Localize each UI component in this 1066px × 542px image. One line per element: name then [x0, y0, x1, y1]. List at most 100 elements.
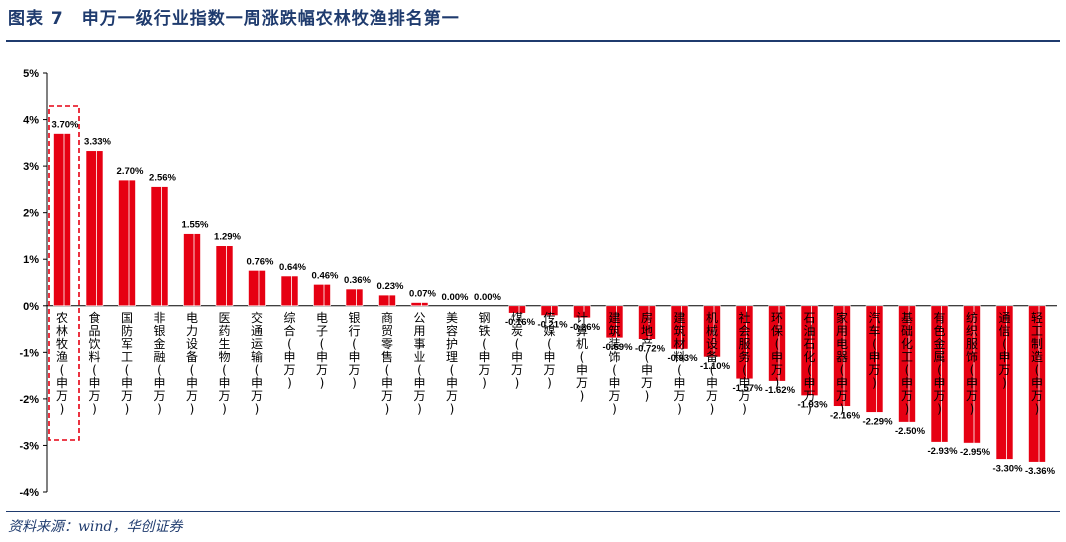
data-label: 1.55% — [182, 220, 209, 231]
category-label: 轻工制造(申万) — [1031, 311, 1043, 416]
data-label: -1.62% — [765, 385, 796, 396]
category-label: 纺织服饰(申万) — [966, 311, 978, 416]
bar — [150, 186, 169, 307]
highlight-box — [48, 105, 80, 441]
category-label: 通信(申万) — [998, 311, 1010, 390]
bar — [280, 275, 299, 307]
data-label: -2.29% — [862, 416, 893, 427]
top-rule — [6, 40, 1060, 42]
data-label: -0.16% — [505, 317, 536, 328]
data-label: -1.57% — [732, 383, 763, 394]
data-label: 2.56% — [149, 173, 176, 184]
bar — [703, 305, 721, 358]
category-label: 综合(申万) — [283, 311, 295, 390]
category-label: 建筑装饰(申万) — [608, 311, 620, 416]
y-tick-label: -1% — [19, 347, 39, 359]
data-label: -2.93% — [927, 446, 958, 457]
y-tick-label: 2% — [23, 208, 39, 220]
figure-header: 图表 7 申万一级行业指数一周涨跌幅农林牧渔排名第一 — [0, 0, 1066, 38]
category-label: 机械设备(申万) — [706, 311, 718, 416]
bar — [833, 305, 851, 407]
data-label: -3.30% — [992, 463, 1023, 474]
bar — [183, 233, 201, 307]
category-label: 传媒(申万) — [543, 310, 555, 390]
data-label: -0.69% — [602, 342, 633, 353]
data-label: -0.93% — [667, 353, 698, 364]
data-label: 2.70% — [117, 166, 144, 177]
category-label: 汽车(申万) — [868, 310, 880, 390]
category-label: 医药生物(申万) — [218, 311, 230, 416]
category-label: 电子(申万) — [316, 311, 328, 390]
category-label: 石油石化(申万) — [803, 311, 815, 416]
bottom-rule — [6, 511, 1060, 512]
data-label: -0.21% — [537, 320, 568, 331]
category-label: 交通运输(申万) — [251, 310, 263, 416]
category-label: 美容护理(申万) — [446, 311, 458, 416]
y-tick-label: 1% — [23, 254, 39, 266]
y-tick-label: -3% — [19, 440, 39, 452]
y-tick-label: -4% — [19, 487, 39, 499]
data-label: -0.26% — [570, 322, 601, 333]
category-label: 计算机(申万) — [576, 311, 588, 403]
category-labels: 农林牧渔(申万) 食品饮料(申万) 国防军工(申万) 非银金融(申万) 电力设备(申万)… — [56, 310, 1043, 416]
bar — [800, 305, 819, 396]
bar — [605, 305, 624, 339]
bar — [508, 305, 526, 314]
value-labels: 3.70% 3.33% 2.70% 2.56% 1.55% 1.29% 0.76% 0.64%… — [52, 120, 1056, 478]
bar — [995, 305, 1014, 460]
figure-title: 图表 7 申万一级行业指数一周涨跌幅农林牧渔排名第一 — [8, 9, 460, 29]
y-tick-label: 3% — [23, 161, 39, 173]
category-label: 钢铁(申万) — [478, 311, 490, 390]
data-label: 3.33% — [84, 137, 111, 148]
bar — [118, 179, 136, 307]
bar — [215, 245, 234, 307]
data-label: 0.00% — [442, 292, 469, 303]
bar — [85, 150, 104, 307]
data-label: -3.36% — [1025, 466, 1056, 477]
bar — [768, 305, 786, 382]
category-label: 环保(申万) — [771, 311, 783, 390]
data-label: -0.72% — [635, 343, 666, 354]
bar — [248, 270, 266, 307]
data-label: -2.50% — [895, 426, 926, 437]
category-label: 公用事业(申万) — [413, 311, 425, 416]
data-label: 0.07% — [409, 289, 436, 300]
bar — [670, 305, 689, 350]
data-label: 0.36% — [344, 275, 371, 286]
data-label: -2.95% — [960, 447, 991, 458]
bar — [53, 133, 71, 307]
bars — [53, 133, 1046, 463]
data-label: 0.46% — [312, 270, 339, 281]
bar — [735, 305, 754, 380]
bar — [930, 305, 949, 443]
category-label: 有色金属(申万) — [933, 311, 945, 416]
data-label: -2.16% — [830, 410, 861, 421]
category-label: 非银金融(申万) — [153, 311, 165, 416]
y-tick-label: 0% — [23, 301, 39, 313]
data-label: 0.76% — [247, 256, 274, 267]
bar — [963, 305, 981, 444]
data-label: -1.10% — [700, 361, 731, 372]
bar — [638, 305, 656, 340]
category-label: 商贸零售(申万) — [381, 310, 393, 416]
category-label: 建筑材料(申万) — [673, 311, 685, 416]
bar — [378, 294, 396, 307]
bar — [313, 284, 331, 307]
bar — [573, 305, 591, 319]
bar — [1028, 305, 1046, 463]
bar — [345, 288, 364, 307]
category-label: 社会服务(申万) — [738, 310, 750, 416]
category-label: 食品饮料(申万) — [88, 310, 100, 416]
data-label: -1.93% — [797, 400, 828, 411]
category-label: 房地产(申万) — [641, 310, 653, 403]
bar — [540, 305, 559, 316]
data-label: 1.29% — [214, 232, 241, 243]
category-label: 农林牧渔(申万) — [56, 311, 68, 416]
y-tick-label: -2% — [19, 394, 39, 406]
bar — [865, 305, 884, 413]
category-label: 煤炭(申万) — [511, 311, 523, 390]
data-label: 0.00% — [474, 292, 501, 303]
y-axis: 5% 4% 3% 2% 1% 0% -1% -2% -3% -4% — [19, 68, 1057, 499]
data-label: 0.64% — [279, 262, 306, 273]
source-note: 资料来源：wind，华创证券 — [8, 519, 183, 535]
